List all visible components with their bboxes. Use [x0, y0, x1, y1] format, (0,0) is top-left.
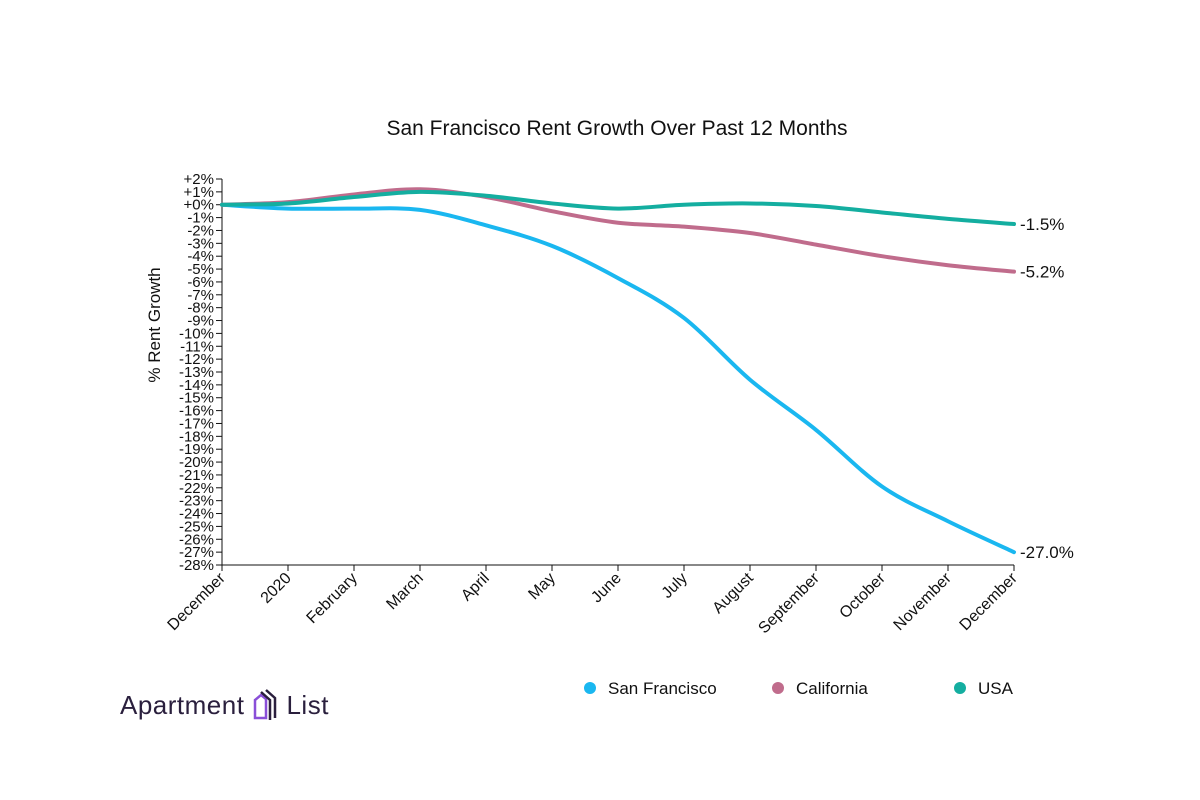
y-tick-label: -13%: [179, 364, 214, 381]
legend-marker-usa: [954, 682, 966, 694]
y-tick-label: +1%: [184, 184, 214, 201]
y-tick-label: -11%: [180, 338, 214, 355]
x-tick-label: April: [458, 570, 493, 605]
y-tick-label: -25%: [179, 518, 214, 535]
x-tick-label: July: [659, 570, 691, 602]
x-tick-label: August: [710, 569, 758, 617]
x-tick-label: September: [755, 569, 823, 637]
y-tick-label: -3%: [187, 235, 214, 252]
y-tick-label: -21%: [179, 467, 214, 484]
end-label-california: -5.2%: [1020, 263, 1064, 282]
series-line-usa: [220, 189, 1016, 227]
y-tick-label: -8%: [187, 300, 214, 317]
logo-text-left: Apartment: [120, 689, 245, 720]
y-tick-label: -23%: [179, 493, 214, 510]
legend-label-california: California: [796, 679, 868, 698]
y-tick-label: -16%: [179, 403, 214, 420]
x-tick-label: November: [891, 569, 956, 634]
y-tick-label: -5%: [187, 261, 214, 278]
x-tick-label: October: [837, 569, 890, 622]
series-line-california: [220, 187, 1016, 274]
end-label-san-francisco: -27.0%: [1020, 543, 1074, 562]
y-tick-label: -6%: [187, 274, 214, 291]
x-tick-label: December: [165, 569, 230, 634]
end-label-usa: -1.5%: [1020, 215, 1064, 234]
legend-marker-california: [772, 682, 784, 694]
apartment-list-logo: Apartment List: [120, 688, 329, 722]
legend-label-san-francisco: San Francisco: [608, 679, 717, 698]
series-line-san-francisco: [220, 202, 1016, 555]
y-tick-label: -7%: [187, 287, 214, 304]
y-tick-label: -12%: [179, 351, 214, 368]
y-tick-label: -18%: [179, 428, 214, 445]
legend-label-usa: USA: [978, 679, 1014, 698]
y-axis-label: % Rent Growth: [145, 267, 164, 382]
y-tick-label: -4%: [187, 248, 214, 265]
y-tick-label: -17%: [179, 415, 214, 432]
x-tick-label: March: [383, 570, 426, 613]
x-tick-label: December: [957, 569, 1022, 634]
legend-marker-san-francisco: [584, 682, 596, 694]
y-tick-label: -19%: [179, 441, 214, 458]
y-tick-label: -28%: [179, 557, 214, 574]
y-tick-label: -22%: [179, 480, 214, 497]
x-tick-label: February: [304, 570, 361, 627]
y-tick-label: -24%: [179, 506, 214, 523]
y-tick-label: +0%: [184, 197, 214, 214]
y-tick-label: -26%: [179, 531, 214, 548]
y-tick-label: +2%: [184, 171, 214, 188]
y-tick-label: -20%: [179, 454, 214, 471]
chart-title: San Francisco Rent Growth Over Past 12 M…: [386, 117, 847, 140]
y-tick-label: -27%: [179, 544, 214, 561]
x-tick-label: June: [588, 570, 625, 607]
logo-text-right: List: [286, 689, 329, 720]
x-tick-label: May: [525, 570, 558, 603]
y-tick-label: -2%: [187, 222, 214, 239]
y-tick-label: -14%: [179, 377, 214, 394]
y-tick-label: -15%: [179, 390, 214, 407]
y-tick-label: -10%: [179, 325, 214, 342]
y-tick-label: -9%: [187, 313, 214, 330]
logo-building-icon: [254, 689, 277, 720]
x-tick-label: 2020: [258, 570, 295, 607]
y-tick-label: -1%: [187, 210, 214, 227]
